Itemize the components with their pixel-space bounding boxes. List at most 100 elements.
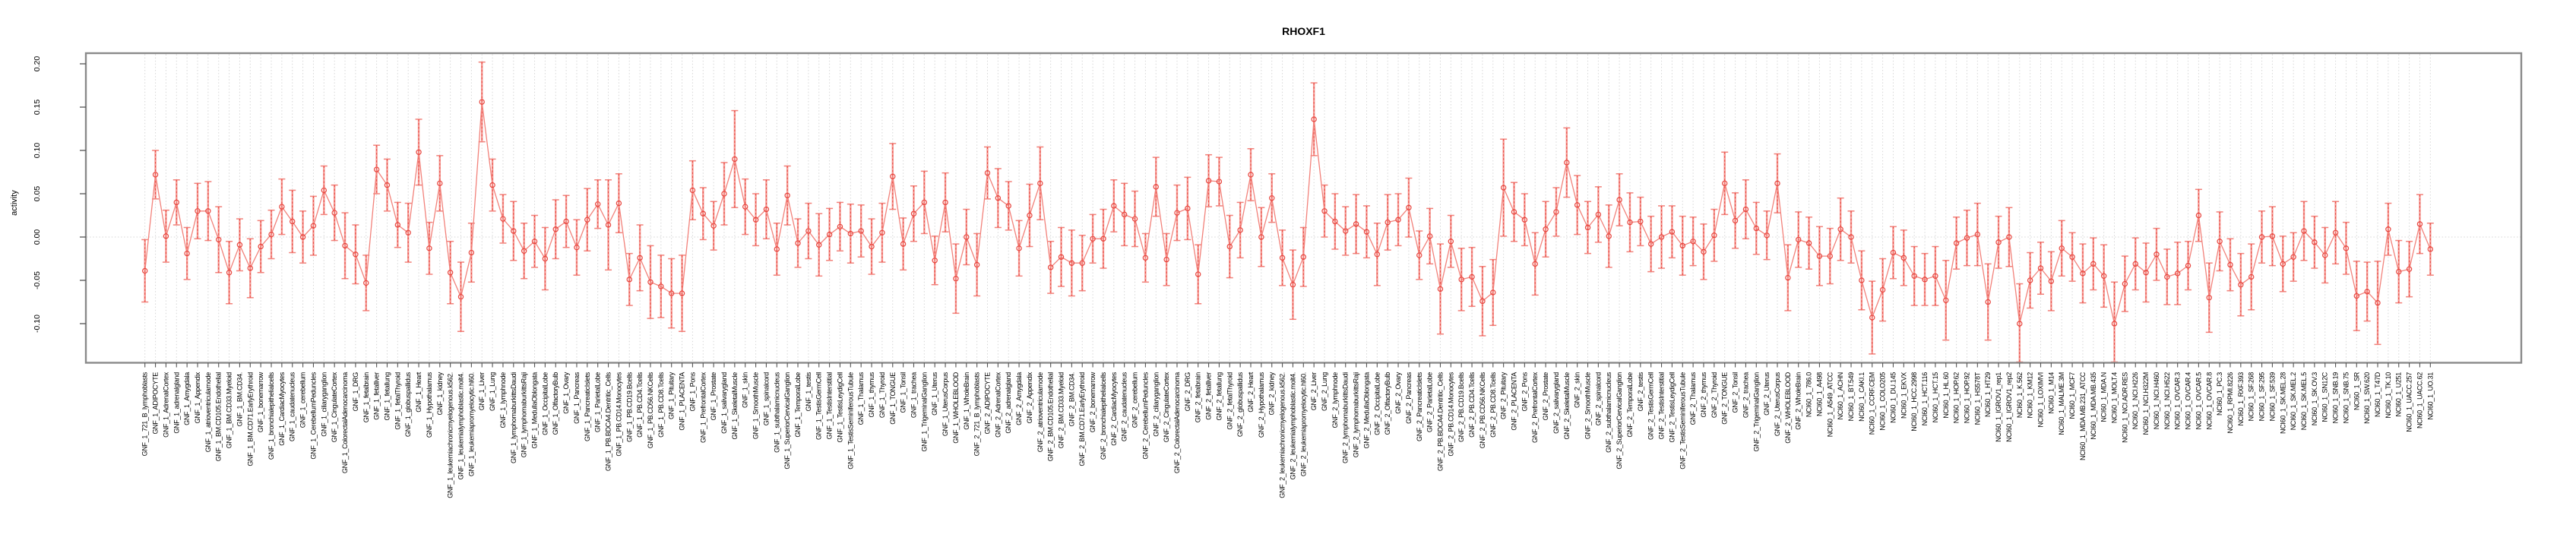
x-tick-label: NCI60_1_SW.620 [2363, 372, 2371, 424]
x-tick-label: NCI60_1_A498 [1815, 372, 1823, 416]
data-point-marker [1153, 184, 1159, 190]
x-tick-label: GNF_1_ParietalLobe [594, 372, 602, 432]
x-tick-label: NCI60_1_COLO205 [1879, 372, 1887, 431]
data-point-marker [2206, 295, 2212, 301]
x-tick-label: GNF_1_SmoothMuscle [752, 372, 760, 439]
x-tick-label: NCI60_1_KM12 [2027, 372, 2034, 419]
data-point-marker [1711, 232, 1717, 239]
x-tick-label: GNF_2_721_B_lymphoblasts [973, 372, 981, 456]
data-point-marker [1185, 205, 1191, 212]
data-point-marker [331, 210, 337, 216]
data-point-marker [1837, 226, 1843, 232]
data-point-marker [826, 231, 833, 238]
data-point-marker [195, 208, 201, 214]
data-point-marker [279, 204, 285, 210]
x-tick-label: GNF_1_Uterus [931, 372, 938, 416]
x-tick-label: GNF_1_caudatenucleus [289, 372, 296, 441]
data-point-marker [1638, 218, 1644, 225]
x-tick-label: GNF_2_Liver [1310, 372, 1318, 411]
x-tick-label: GNF_1_PancreaticIslets [584, 372, 591, 441]
data-point-marker [1385, 219, 1391, 226]
x-tick-label: GNF_1_WholeBrain [963, 372, 970, 430]
x-tick-label: NCI60_1_LOXIMVI [2037, 372, 2045, 428]
data-points [141, 99, 2434, 327]
data-point-marker [2027, 277, 2033, 283]
x-tick-label: GNF_1_lymphomaburkittsDaudi [510, 372, 517, 463]
data-point-marker [321, 187, 328, 194]
data-point-marker [2154, 251, 2160, 258]
data-point-marker [1216, 179, 1223, 185]
data-point-marker [1248, 172, 1254, 178]
x-tick-label: GNF_2_Tonsil [1732, 372, 1739, 413]
data-point-marker [542, 255, 549, 262]
x-tick-label: NCI60_1_MCF7 [2068, 372, 2076, 419]
x-tick-label: NCI60_1_HOP.92 [1963, 372, 1970, 423]
series-line [144, 101, 2431, 324]
x-tick-label: GNF_2_skin [1574, 372, 1581, 408]
data-point-marker [2080, 270, 2086, 277]
data-point-marker [479, 99, 485, 105]
data-point-marker [700, 210, 706, 217]
x-tick-label: GNF_2_UterusCorpus [1774, 372, 1781, 436]
data-point-marker [584, 217, 590, 223]
x-tick-label: GNF_1_TrigeminalGanglion [920, 372, 928, 452]
data-point-marker [2406, 266, 2413, 272]
x-tick-label: GNF_1_UterusCorpus [941, 372, 949, 436]
data-point-marker [900, 241, 907, 247]
data-point-marker [732, 156, 738, 163]
data-point-marker [384, 182, 391, 188]
x-tick-label: GNF_2_TestisInterstitial [1658, 372, 1666, 440]
data-point-marker [1016, 245, 1022, 251]
x-tick-label: GNF_1_CerebellumPeduncles [309, 372, 317, 459]
data-point-marker [2248, 274, 2255, 280]
x-tick-label: NCI60_1_786.0 [1805, 372, 1813, 417]
data-point-marker [1037, 180, 1043, 187]
x-tick-label: GNF_1_SkeletalMuscle [731, 372, 739, 440]
x-tick-label: NCI60_1_SK.MEL.28 [2279, 372, 2286, 434]
x-tick-label: NCI60_1_A549_ATCC [1826, 372, 1834, 437]
x-tick-label: GNF_2_BM.CD71.EarlyErythroid [1078, 372, 1086, 466]
y-tick-label: 0.20 [33, 56, 42, 72]
data-point-marker [1195, 271, 1201, 277]
data-point-marker [1406, 204, 1412, 210]
y-tick-label: 0.10 [33, 143, 42, 159]
data-point-marker [531, 239, 538, 245]
data-point-marker [1532, 261, 1538, 267]
data-point-marker [2343, 245, 2350, 251]
data-point-marker [742, 204, 748, 210]
data-point-marker [1237, 227, 1243, 233]
x-tick-label: GNF_2_Prostate [1542, 372, 1549, 421]
x-tick-label: NCI60_1_UACC.62 [2416, 372, 2423, 428]
x-tick-label: NCI60_1_SK.OV.3 [2311, 372, 2318, 426]
data-point-marker [605, 222, 612, 228]
data-point-marker [1079, 260, 1085, 266]
data-point-marker [2258, 234, 2265, 240]
data-point-marker [1574, 202, 1581, 208]
data-point-marker [184, 250, 190, 257]
data-point-marker [973, 261, 980, 268]
x-tick-label: NCI60_1_SNB.19 [2332, 372, 2340, 424]
x-tick-label: NCI60_1_IGROV1_rep1 [1995, 372, 2002, 442]
x-tick-label: GNF_2_globuspallidus [1236, 372, 1244, 437]
data-point-marker [2195, 212, 2202, 219]
x-tick-label: NCI60_1_HL.60 [1942, 372, 1950, 419]
data-point-marker [1932, 273, 1938, 279]
data-point-marker [637, 255, 643, 261]
x-tick-label: NCI60_1_IGROV1_rep2 [2005, 372, 2013, 442]
x-tick-label: NCI60_1_NCI.H322M [2142, 372, 2150, 435]
x-tick-label: NCI60_1_MDA.MB.231_ATCC [2079, 372, 2087, 460]
data-point-marker [1121, 211, 1128, 218]
data-point-marker [1679, 242, 1685, 249]
x-tick-label: NCI60_1_RXF.393 [2237, 372, 2245, 426]
x-tick-label: NCI60_1_MALME.3M [2058, 372, 2065, 435]
data-point-marker [163, 233, 169, 239]
x-tick-label: NCI60_1_CAKI.1 [1858, 372, 1866, 422]
x-tick-label: GNF_1_Thalamus [857, 372, 865, 425]
x-tick-label: GNF_1_PB.BDCA4.Dentritic_Cells [605, 372, 612, 471]
data-point-marker [2017, 321, 2023, 327]
x-tick-label: GNF_1_ciliaryganglion [320, 372, 328, 437]
data-point-marker [1416, 252, 1422, 258]
x-tick-label: NCI60_1_SF.295 [2258, 372, 2266, 422]
data-point-marker [1047, 264, 1054, 270]
data-point-marker [710, 223, 717, 229]
